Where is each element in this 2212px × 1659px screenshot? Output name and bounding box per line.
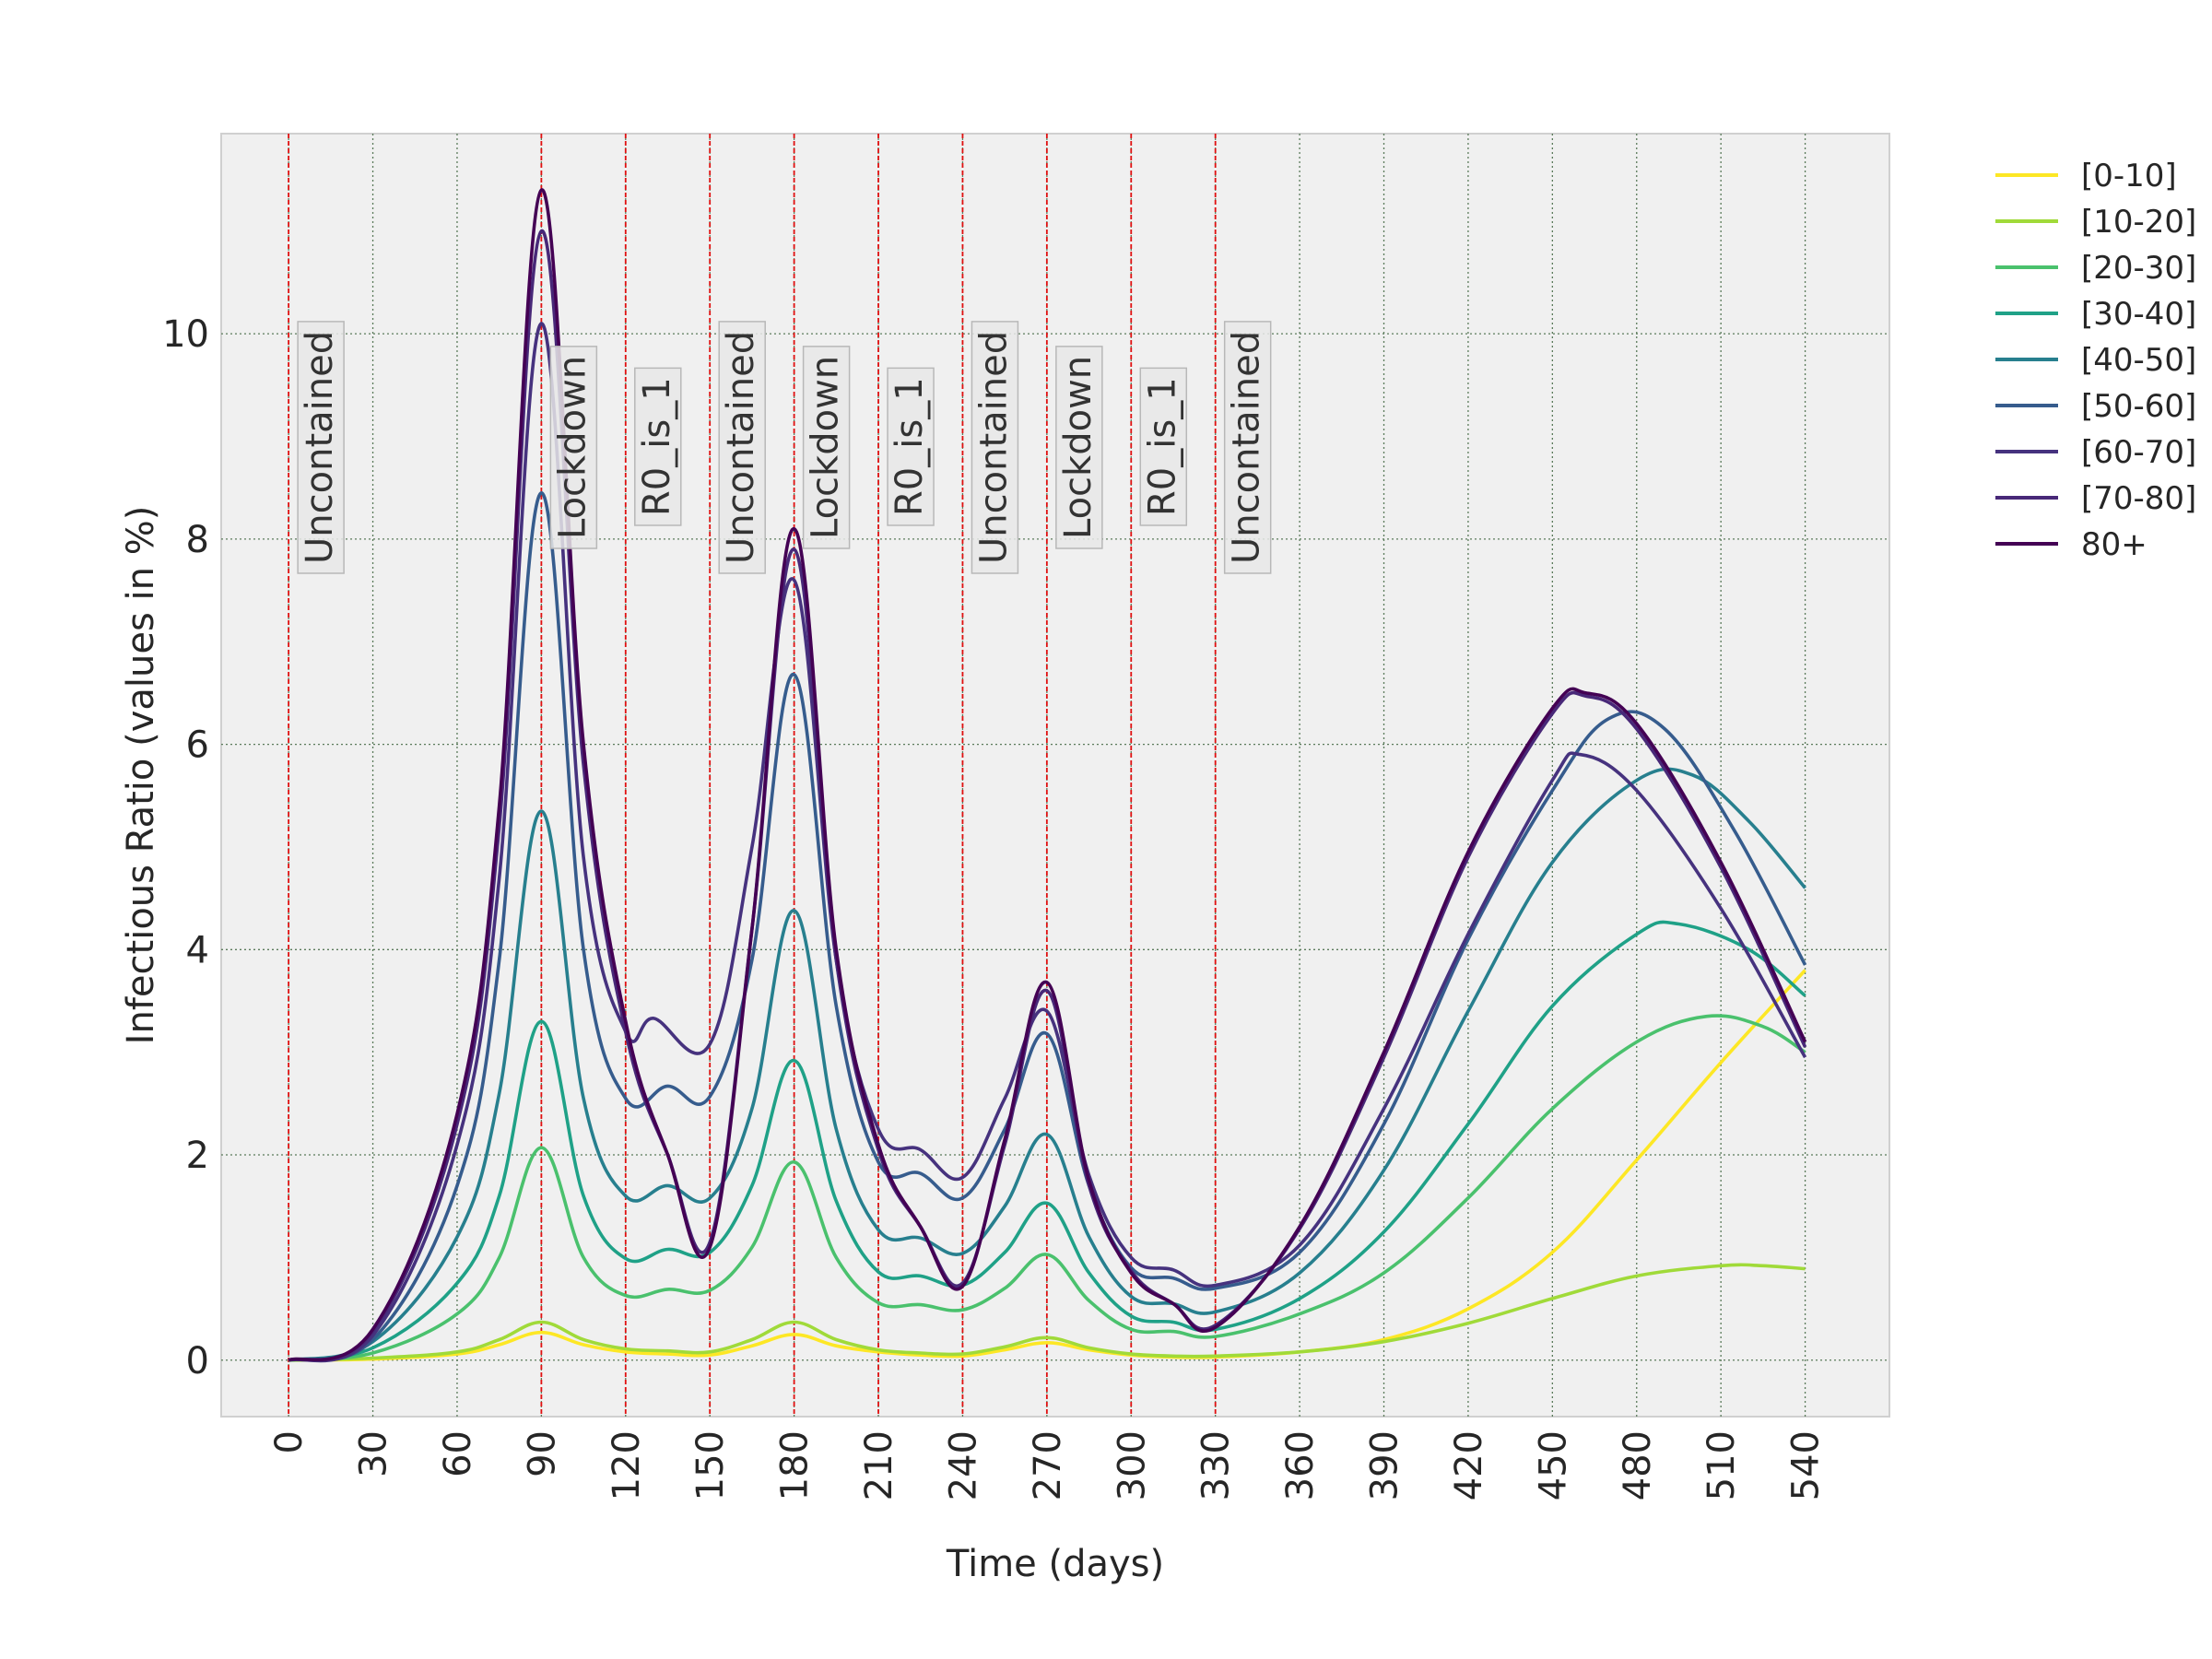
phase-label-box xyxy=(297,321,345,574)
x-tick-label: 300 xyxy=(1111,1430,1153,1500)
legend-label: [20-30] xyxy=(2081,250,2196,287)
phase-label: Lockdown xyxy=(802,346,851,549)
x-tick-label: 420 xyxy=(1448,1430,1490,1500)
legend-item: [70-80] xyxy=(1995,480,2196,517)
phase-lines xyxy=(288,134,1217,1417)
x-tick-label: 30 xyxy=(353,1430,395,1477)
legend-label: [70-80] xyxy=(2081,480,2196,517)
x-tick-label: 540 xyxy=(1785,1430,1828,1500)
series-line-4 xyxy=(288,767,1806,1362)
legend-label: [0-10] xyxy=(2081,158,2177,194)
legend-label: [60-70] xyxy=(2081,434,2196,471)
phase-label-box xyxy=(1139,367,1188,526)
phase-label: R0_is_1 xyxy=(1139,367,1188,526)
x-tick-label: 360 xyxy=(1279,1430,1322,1500)
phase-label-box xyxy=(802,346,851,549)
series-line-8 xyxy=(288,188,1807,1362)
phase-label: Lockdown xyxy=(549,346,598,549)
y-tick-label: 0 xyxy=(186,1340,209,1382)
legend-label: [50-60] xyxy=(2081,388,2196,425)
legend-label: [30-40] xyxy=(2081,296,2196,333)
x-tick-label: 510 xyxy=(1700,1430,1743,1500)
phase-label-text: Lockdown xyxy=(1057,356,1100,539)
phase-label-text: Lockdown xyxy=(551,356,594,539)
series-line-3 xyxy=(288,920,1806,1362)
y-tick-label: 10 xyxy=(162,313,209,356)
legend-label: [10-20] xyxy=(2081,204,2196,241)
y-axis-ticks: 0 2 4 6 8 10 xyxy=(162,313,209,1382)
y-tick-label: 8 xyxy=(186,519,209,561)
phase-label-text: Uncontained xyxy=(972,331,1015,564)
legend: [0-10] [10-20] [20-30] [30-40] [40-50] [50-60… xyxy=(1995,158,2196,563)
phase-label-box xyxy=(887,367,935,526)
phase-label: Uncontained xyxy=(297,321,345,574)
series-line-7 xyxy=(288,229,1807,1362)
phase-label: Uncontained xyxy=(971,321,1019,574)
legend-item: [0-10] xyxy=(1995,158,2177,194)
y-tick-label: 4 xyxy=(186,929,209,971)
y-tick-label: 2 xyxy=(186,1135,209,1177)
x-tick-label: 480 xyxy=(1617,1430,1659,1500)
plot-area xyxy=(220,133,1890,1418)
series-line-1 xyxy=(288,1263,1806,1362)
phase-label-box xyxy=(718,321,766,574)
phase-label: R0_is_1 xyxy=(634,367,682,526)
phase-label-box xyxy=(971,321,1019,574)
phase-label-text: Uncontained xyxy=(299,331,341,564)
x-tick-label: 390 xyxy=(1364,1430,1406,1500)
phase-label-box xyxy=(1055,346,1103,549)
legend-item: [30-40] xyxy=(1995,296,2196,333)
legend-item: [50-60] xyxy=(1995,388,2196,425)
series-line-0 xyxy=(288,969,1806,1362)
phase-label-text: Lockdown xyxy=(805,356,847,539)
phase-label-text: R0_is_1 xyxy=(636,377,678,516)
series-lines xyxy=(288,188,1807,1363)
x-tick-label: 450 xyxy=(1532,1430,1574,1500)
phase-label-box xyxy=(549,346,598,549)
x-tick-label: 150 xyxy=(689,1430,732,1500)
x-tick-label: 270 xyxy=(1027,1430,1069,1500)
x-tick-label: 60 xyxy=(437,1430,479,1477)
y-tick-label: 6 xyxy=(186,724,209,767)
series-line-5 xyxy=(288,490,1807,1362)
legend-item: [10-20] xyxy=(1995,204,2196,241)
phase-labels: Uncontained Lockdown R0_is_1 Uncontained Loc… xyxy=(297,321,1272,574)
legend-item: [20-30] xyxy=(1995,250,2196,287)
phase-label: Uncontained xyxy=(1223,321,1272,574)
phase-label-text: Uncontained xyxy=(720,331,762,564)
legend-label: 80+ xyxy=(2081,526,2147,563)
series-line-2 xyxy=(288,1014,1806,1362)
legend-item: [60-70] xyxy=(1995,434,2196,471)
phase-label-text: R0_is_1 xyxy=(888,377,931,516)
legend-item: [40-50] xyxy=(1995,342,2196,379)
x-tick-label: 180 xyxy=(774,1430,817,1500)
legend-label: [40-50] xyxy=(2081,342,2196,379)
x-tick-label: 0 xyxy=(268,1430,311,1453)
legend-item: 80+ xyxy=(1995,526,2147,563)
phase-label-box xyxy=(634,367,682,526)
y-axis-label: Infectious Ratio (values in %) xyxy=(120,506,162,1045)
x-tick-label: 330 xyxy=(1195,1430,1238,1500)
phase-label-text: R0_is_1 xyxy=(1141,377,1183,516)
x-axis-ticks: 0 30 60 90 120 150 180 210 240 270 300 330 360 390 420… xyxy=(268,1430,1827,1500)
x-axis-label: Time (days) xyxy=(946,1543,1164,1585)
phase-label-box xyxy=(1223,321,1272,574)
x-tick-label: 120 xyxy=(606,1430,648,1500)
phase-label: Uncontained xyxy=(718,321,766,574)
phase-label: Lockdown xyxy=(1055,346,1103,549)
phase-label-text: Uncontained xyxy=(1226,331,1268,564)
x-tick-label: 90 xyxy=(521,1430,563,1477)
phase-label: R0_is_1 xyxy=(887,367,935,526)
x-tick-label: 210 xyxy=(858,1430,900,1500)
x-tick-label: 240 xyxy=(942,1430,984,1500)
